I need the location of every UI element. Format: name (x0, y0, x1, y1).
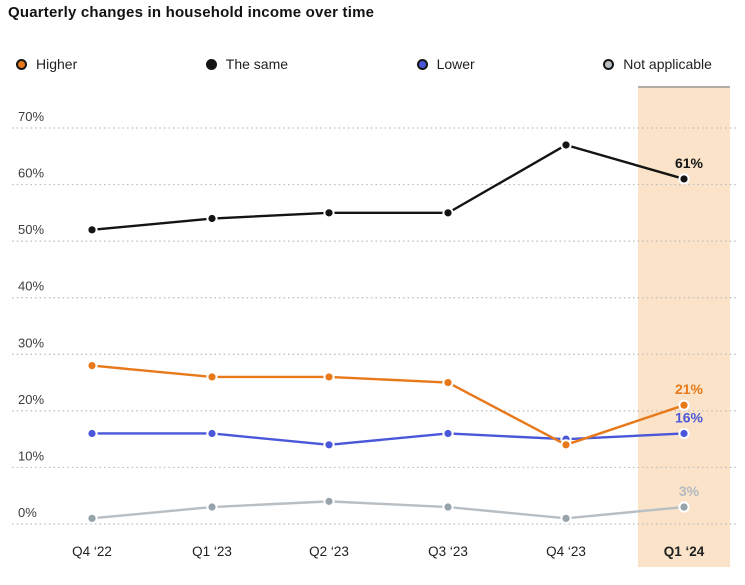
point-not-applicable-4 (560, 512, 572, 524)
line-higher (90, 364, 686, 446)
chart-title: Quarterly changes in household income ov… (8, 4, 375, 21)
point-the-same-1 (206, 212, 218, 225)
line-the-same (90, 143, 686, 232)
end-label-not-applicable: 3% (679, 483, 700, 499)
x-tick-q1-23: Q1 ‘23 (192, 544, 232, 559)
point-higher-3 (442, 376, 454, 389)
point-higher-4 (560, 439, 572, 451)
point-lower-0 (86, 427, 98, 440)
end-label-lower: 16% (675, 409, 704, 425)
x-tick-q4-23: Q4 ‘23 (546, 544, 586, 559)
point-higher-0 (86, 360, 98, 372)
point-lower-5 (678, 427, 690, 440)
legend-dot-lower-icon (416, 58, 428, 70)
legend-label-the-same: The same (225, 56, 289, 72)
y-tick-30-: 30% (18, 335, 44, 350)
point-not-applicable-3 (442, 501, 454, 513)
highlight-band-q1-24 (638, 86, 730, 567)
legend-item-lower: Lower (416, 56, 475, 72)
point-lower-1 (206, 427, 218, 440)
legend-label-higher: Higher (36, 56, 78, 72)
point-the-same-3 (442, 207, 454, 219)
legend-dot-not-applicable-icon (603, 58, 615, 70)
y-tick-10-: 10% (18, 448, 44, 463)
x-tick-q3-23: Q3 ‘23 (428, 544, 468, 559)
point-lower-2 (323, 439, 335, 451)
point-higher-5 (678, 399, 690, 411)
legend-dot-higher-icon (16, 58, 27, 70)
x-tick-q2-23: Q2 ‘23 (309, 544, 349, 559)
y-tick-60-: 60% (18, 166, 44, 181)
point-higher-1 (206, 371, 218, 383)
legend-label-lower: Lower (436, 56, 475, 72)
point-the-same-0 (86, 224, 98, 236)
legend-label-not-applicable: Not applicable (623, 56, 712, 72)
y-tick-50-: 50% (18, 222, 44, 237)
end-label-the-same: 61% (675, 155, 704, 171)
chart-legend: Higher The same Lower Not applicable (16, 56, 712, 72)
y-tick-40-: 40% (18, 279, 44, 294)
y-tick-70-: 70% (18, 109, 44, 124)
x-tick-q4-22: Q4 ‘22 (72, 544, 112, 559)
point-not-applicable-1 (206, 501, 218, 513)
legend-dot-the-same-icon (205, 58, 217, 70)
legend-item-higher: Higher (16, 56, 77, 72)
end-label-higher: 21% (675, 381, 704, 397)
point-higher-2 (323, 371, 335, 383)
point-the-same-2 (323, 207, 335, 219)
point-not-applicable-5 (678, 501, 690, 513)
point-the-same-5 (678, 173, 690, 185)
point-not-applicable-2 (323, 495, 335, 507)
point-lower-3 (442, 427, 454, 440)
y-tick-0-: 0% (18, 505, 37, 520)
legend-item-the-same: The same (205, 56, 289, 72)
legend-item-not-applicable: Not applicable (603, 56, 712, 72)
point-not-applicable-0 (86, 512, 98, 524)
line-not-applicable (90, 500, 686, 520)
y-tick-20-: 20% (18, 392, 44, 407)
x-tick-q1-24: Q1 ‘24 (664, 544, 705, 559)
point-the-same-4 (560, 139, 572, 151)
